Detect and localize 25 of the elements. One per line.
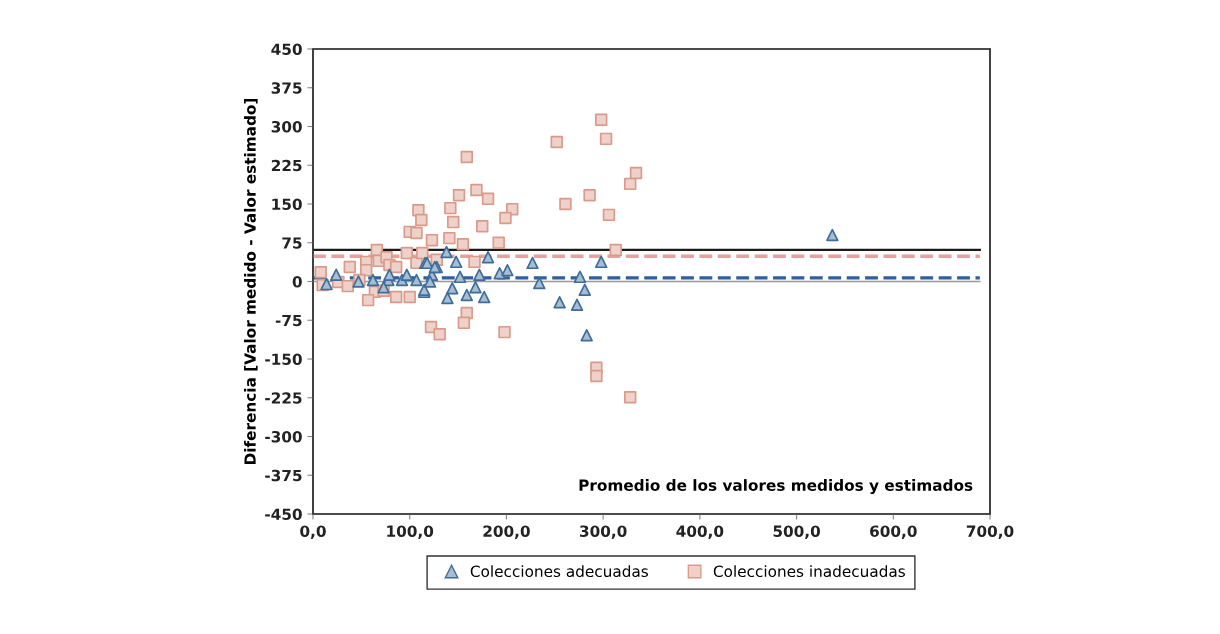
x-tick-label: 100,0: [387, 525, 434, 539]
y-tick-label: 0: [292, 275, 302, 288]
y-tick-label: 225: [271, 159, 302, 172]
y-tick-label: -225: [265, 392, 302, 404]
y-tick-label: 75: [282, 237, 302, 249]
y-tick-label: -375: [265, 469, 302, 482]
y-tick-label: -300: [265, 430, 302, 443]
x-tick-label: 500,0: [773, 525, 820, 539]
y-tick-label: 150: [272, 198, 302, 211]
x-tick-label: 200,0: [483, 525, 530, 539]
legend-label: Colecciones inadecuadas: [713, 565, 905, 578]
x-tick-label: 400,0: [676, 525, 724, 539]
legend-label: Colecciones adecuadas: [470, 565, 649, 578]
x-tick-label: 700,0: [966, 525, 1014, 539]
y-tick-label: -150: [265, 353, 302, 366]
x-axis-title: Promedio de los valores medidos y estimados: [579, 479, 973, 495]
y-tick-label: -75: [275, 314, 302, 327]
y-tick-label: -450: [265, 508, 302, 521]
y-tick-label: 375: [271, 82, 302, 94]
y-tick-label: 300: [271, 120, 302, 133]
x-tick-label: 300,0: [580, 525, 627, 539]
y-tick-label: 450: [271, 43, 302, 56]
x-tick-label: 0,0: [300, 525, 326, 539]
y-axis-title: Diferencia [Valor medido - Valor estimado]: [244, 98, 258, 465]
x-tick-label: 600,0: [870, 525, 917, 539]
